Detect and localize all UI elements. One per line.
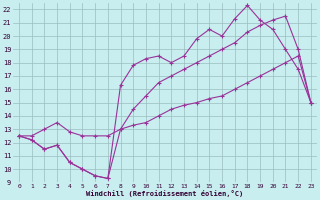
X-axis label: Windchill (Refroidissement éolien,°C): Windchill (Refroidissement éolien,°C) [86, 190, 244, 197]
